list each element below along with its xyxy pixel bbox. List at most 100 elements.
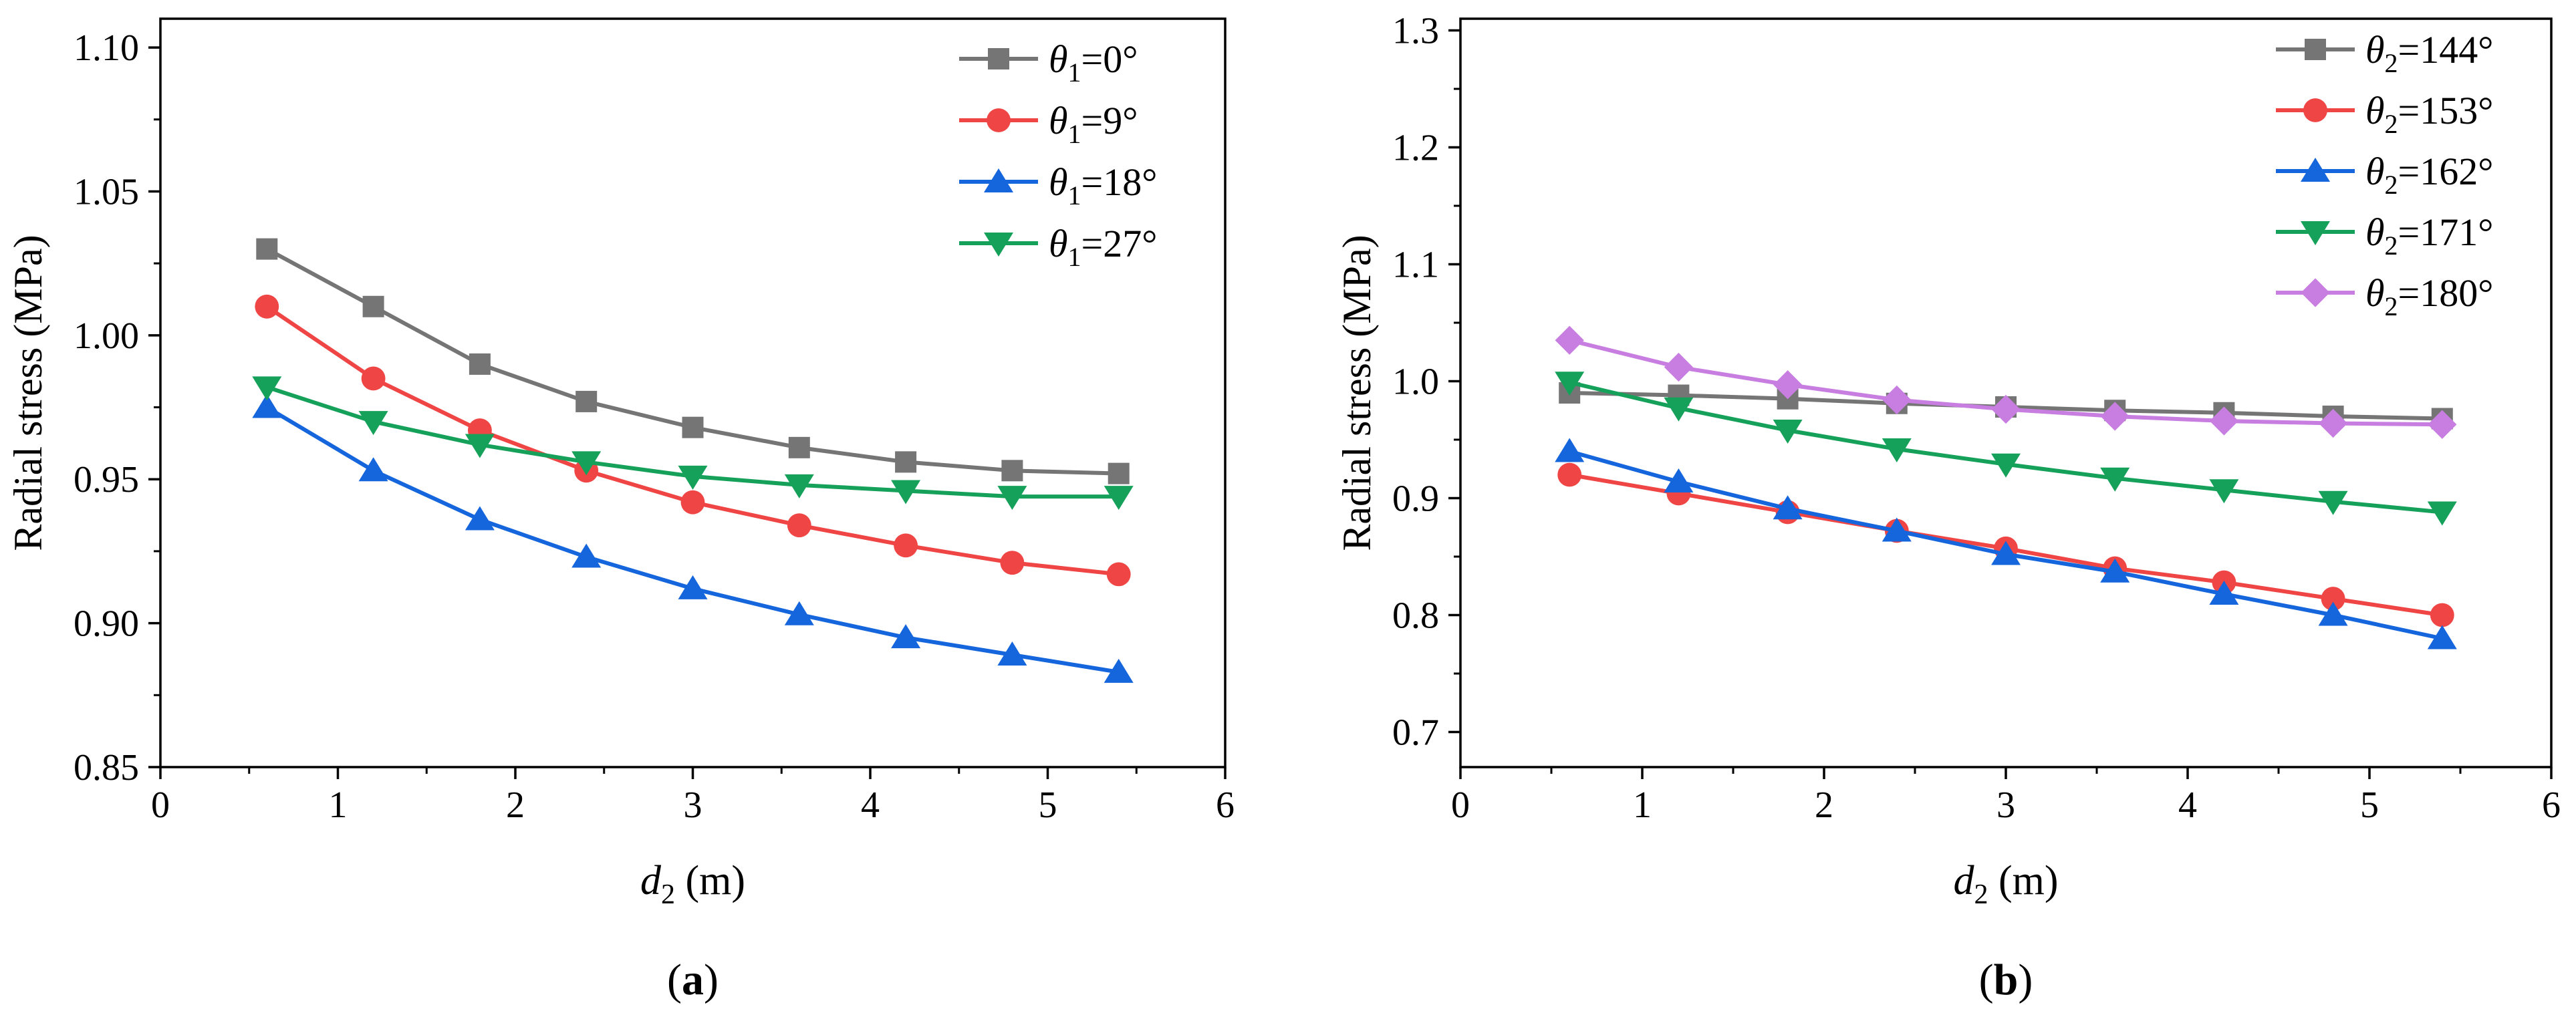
legend-subscript: 2 bbox=[2385, 291, 2398, 321]
x-tick-label: 3 bbox=[1997, 784, 2015, 826]
y-tick-label: 0.85 bbox=[74, 747, 139, 788]
chart-panel-b: 0 1 2 3 4 5 6 0.7 0.8 0.9 1.0 1.1 1.2 1.3 Radial stres… bbox=[1335, 11, 2561, 1005]
panel-label: (a) bbox=[667, 956, 719, 1004]
data-point bbox=[784, 474, 814, 498]
x-tick-label: 4 bbox=[861, 784, 880, 826]
x-axis-label-subscript: 2 bbox=[1974, 879, 1988, 910]
legend-subscript: 1 bbox=[1068, 119, 1081, 149]
y-tick-label: 1.10 bbox=[74, 27, 139, 69]
legend-marker bbox=[2301, 158, 2330, 182]
series-line bbox=[265, 305, 1120, 577]
series-4 bbox=[252, 376, 1134, 511]
data-point bbox=[361, 366, 386, 391]
data-point bbox=[1991, 394, 2021, 424]
data-point bbox=[255, 294, 279, 319]
data-point bbox=[1991, 453, 2021, 478]
data-point bbox=[2100, 558, 2130, 583]
legend-label: θ1=0° bbox=[1049, 37, 1138, 88]
legend-symbol: θ bbox=[1049, 222, 1068, 265]
series-5 bbox=[1555, 325, 2457, 439]
legend-subscript: 2 bbox=[2385, 48, 2398, 78]
y-tick-label: 1.3 bbox=[1392, 11, 1439, 52]
x-tick-label: 1 bbox=[1633, 784, 1652, 826]
data-point bbox=[362, 295, 384, 317]
data-point bbox=[788, 436, 810, 458]
x-tick-label: 0 bbox=[1451, 784, 1470, 826]
legend-symbol: θ bbox=[2365, 150, 2385, 193]
y-axis-label: Radial stress (MPa) bbox=[6, 235, 50, 551]
panel-label-paren: ) bbox=[704, 956, 719, 1004]
data-point bbox=[784, 601, 814, 625]
x-tick-label: 2 bbox=[1815, 784, 1833, 826]
data-point bbox=[2427, 625, 2457, 649]
x-axis-label-subscript: 2 bbox=[661, 879, 675, 910]
legend-label: θ2=162° bbox=[2365, 150, 2493, 200]
legend-label: θ2=153° bbox=[2365, 89, 2493, 139]
y-tick-label: 0.95 bbox=[74, 459, 139, 500]
legend-symbol: θ bbox=[2365, 28, 2385, 71]
data-point bbox=[2427, 501, 2457, 526]
x-axis-label: d2 (m) bbox=[640, 858, 745, 910]
y-tick-label: 0.7 bbox=[1392, 712, 1439, 754]
data-point bbox=[2318, 490, 2348, 515]
data-point bbox=[252, 376, 282, 401]
data-point bbox=[787, 513, 811, 538]
data-point bbox=[997, 641, 1027, 666]
data-point bbox=[1882, 385, 1912, 415]
legend-label: θ1=27° bbox=[1049, 222, 1157, 272]
data-point bbox=[1882, 517, 1912, 542]
data-point bbox=[1104, 486, 1134, 511]
legend-item: θ2=171° bbox=[2276, 210, 2493, 261]
legend-label: θ2=171° bbox=[2365, 210, 2493, 261]
x-tick-label: 2 bbox=[506, 784, 525, 826]
legend-symbol: θ bbox=[2365, 89, 2385, 132]
legend-marker bbox=[2301, 221, 2330, 245]
y-tick-label: 1.05 bbox=[74, 171, 139, 212]
data-point bbox=[895, 451, 917, 473]
x-axis-label-symbol: d bbox=[640, 858, 662, 903]
data-point bbox=[1882, 438, 1912, 462]
data-point bbox=[571, 543, 602, 568]
data-point bbox=[1555, 325, 1584, 355]
legend-subscript: 1 bbox=[1068, 242, 1081, 272]
data-point bbox=[1557, 462, 1582, 487]
legend-item: θ2=144° bbox=[2276, 28, 2493, 78]
series-2 bbox=[255, 294, 1131, 587]
x-axis-label: d2 (m) bbox=[1953, 858, 2058, 910]
data-point bbox=[1001, 460, 1023, 482]
legend-item: θ1=9° bbox=[959, 99, 1138, 149]
y-tick-label: 1.00 bbox=[74, 315, 139, 357]
legend-value: =153° bbox=[2398, 89, 2494, 132]
data-point bbox=[2318, 601, 2348, 626]
data-point bbox=[358, 411, 388, 436]
data-point bbox=[469, 353, 491, 375]
legend-value: =144° bbox=[2398, 28, 2494, 71]
data-point bbox=[997, 486, 1027, 511]
data-point bbox=[465, 506, 495, 531]
legend-item: θ1=27° bbox=[959, 222, 1157, 272]
data-point bbox=[1106, 562, 1131, 587]
data-point bbox=[252, 394, 282, 418]
legend-label: θ1=18° bbox=[1049, 160, 1157, 210]
legend-symbol: θ bbox=[2365, 271, 2385, 315]
legend-symbol: θ bbox=[2365, 210, 2385, 254]
x-tick-label: 0 bbox=[151, 784, 170, 826]
x-tick-label: 5 bbox=[1039, 784, 1057, 826]
panel-label-letter: b bbox=[1994, 956, 2019, 1004]
x-tick-label: 1 bbox=[329, 784, 348, 826]
series-3 bbox=[252, 394, 1134, 683]
data-point bbox=[1104, 658, 1134, 683]
data-point bbox=[2209, 581, 2239, 605]
data-point bbox=[465, 434, 495, 458]
x-tick-label: 5 bbox=[2360, 784, 2379, 826]
data-point bbox=[1664, 352, 1693, 382]
y-axis-label: Radial stress (MPa) bbox=[1335, 235, 1379, 551]
legend-value: =0° bbox=[1081, 37, 1138, 81]
data-point bbox=[1773, 420, 1803, 444]
legend-item: θ1=0° bbox=[959, 37, 1138, 88]
legend-marker bbox=[2303, 98, 2327, 122]
panel-label: (b) bbox=[1979, 956, 2033, 1004]
data-point bbox=[891, 480, 921, 504]
y-tick-label: 1.1 bbox=[1392, 245, 1439, 286]
